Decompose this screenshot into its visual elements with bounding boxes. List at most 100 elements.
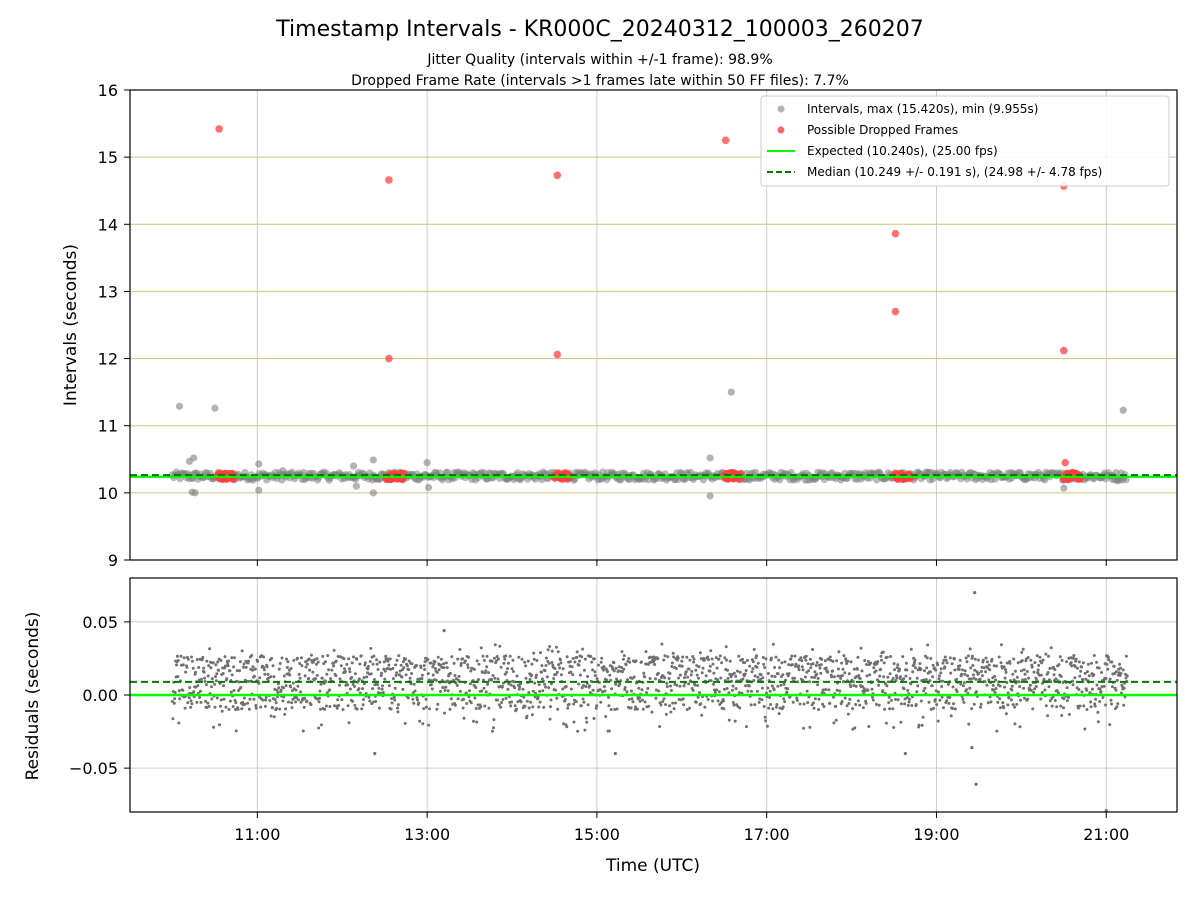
residual-point: [206, 674, 210, 678]
residual-point: [509, 683, 513, 687]
residual-point: [1096, 710, 1100, 714]
residual-point: [817, 708, 820, 712]
residual-outlier-point: [973, 591, 977, 595]
residual-point: [650, 710, 654, 714]
residual-point: [1052, 665, 1055, 669]
residual-point: [261, 698, 265, 702]
residual-point: [1067, 695, 1070, 699]
residual-point: [253, 667, 257, 671]
residual-point: [976, 658, 980, 662]
residual-point: [368, 660, 372, 663]
residual-point: [271, 706, 274, 709]
residual-point: [561, 687, 565, 691]
residual-point: [720, 661, 724, 665]
residual-point: [457, 674, 461, 678]
residual-point: [725, 658, 729, 662]
residual-point: [492, 726, 495, 730]
residual-point: [376, 668, 380, 671]
residual-point: [507, 682, 511, 686]
residual-point: [248, 697, 252, 701]
residual-point: [1004, 668, 1007, 672]
residual-point: [641, 707, 645, 711]
residual-point: [887, 701, 891, 705]
residual-point: [1018, 685, 1022, 689]
residual-point: [1023, 678, 1027, 682]
residual-point: [737, 691, 741, 695]
residual-point: [389, 707, 393, 711]
residual-point: [578, 673, 582, 677]
residual-point: [203, 676, 207, 680]
residual-point: [1004, 670, 1008, 674]
residual-point: [845, 704, 849, 708]
residual-point: [962, 681, 966, 685]
residual-point: [773, 666, 777, 669]
residual-point: [779, 683, 783, 687]
residual-point: [229, 690, 233, 694]
residual-point: [731, 688, 734, 692]
residual-point: [274, 701, 278, 705]
residual-point: [317, 700, 321, 704]
residual-point: [309, 703, 313, 707]
residual-point: [361, 703, 365, 707]
residual-point: [951, 685, 955, 689]
residual-point: [1080, 665, 1084, 669]
residual-point: [703, 705, 707, 709]
residual-point: [580, 655, 584, 659]
residual-point: [802, 726, 806, 730]
residual-point: [1032, 670, 1036, 674]
residual-point: [671, 701, 675, 705]
residual-point: [852, 684, 856, 687]
residual-point: [751, 667, 755, 671]
residual-point: [503, 657, 507, 661]
residual-point: [230, 673, 234, 677]
residual-point: [175, 663, 178, 667]
residual-point: [671, 651, 675, 655]
residual-point: [998, 697, 1002, 701]
residual-point: [860, 669, 864, 673]
residual-point: [902, 677, 906, 681]
residual-point: [181, 688, 185, 692]
residual-point: [353, 685, 356, 688]
residual-point: [738, 670, 742, 674]
residual-point: [1041, 658, 1045, 662]
residual-point: [656, 671, 660, 675]
residual-point: [472, 667, 476, 671]
residual-point: [982, 666, 986, 670]
residual-point: [239, 686, 243, 689]
residual-point: [420, 677, 424, 681]
residual-point: [781, 705, 785, 709]
residual-point: [665, 681, 669, 685]
residual-point: [681, 697, 685, 701]
residual-point: [1119, 672, 1123, 675]
residual-point: [464, 691, 468, 695]
residual-point: [737, 654, 741, 658]
residual-point: [1085, 688, 1089, 692]
residual-point: [1074, 657, 1078, 661]
residual-point: [1036, 668, 1040, 672]
residual-point: [1019, 669, 1023, 673]
residual-point: [333, 704, 336, 708]
residual-point: [380, 671, 384, 675]
residual-point: [778, 666, 782, 670]
residual-point: [936, 663, 940, 667]
residual-point: [683, 676, 686, 680]
residual-point: [556, 707, 560, 711]
residual-point: [607, 695, 610, 699]
residual-point: [422, 707, 426, 711]
residual-point: [1048, 667, 1052, 670]
residual-point: [518, 685, 522, 689]
residual-point: [565, 655, 569, 659]
residual-point: [1030, 665, 1034, 669]
residual-point: [221, 672, 225, 675]
residual-point: [583, 668, 586, 672]
residual-point: [1083, 727, 1087, 731]
residual-point: [1047, 654, 1050, 658]
residual-point: [527, 691, 531, 695]
residual-point: [846, 659, 850, 663]
residual-point: [772, 688, 776, 692]
residual-point: [568, 660, 572, 664]
residual-point: [280, 656, 284, 660]
residual-point: [189, 699, 193, 703]
residual-point: [1115, 705, 1119, 709]
interval-outlier-point: [175, 402, 184, 410]
